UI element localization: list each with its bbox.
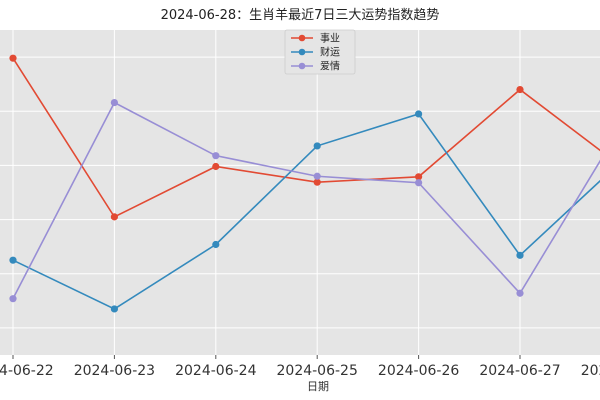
legend-marker [298, 48, 306, 56]
legend-label: 事业 [320, 32, 340, 45]
data-point [516, 85, 524, 94]
grid [0, 30, 600, 355]
legend-label: 爱情 [320, 60, 340, 73]
chart-title: 2024-06-28：生肖羊最近7日三大运势指数趋势 [161, 7, 440, 23]
data-point [516, 289, 524, 297]
data-point [9, 54, 17, 62]
x-tick-label: 2024-06-28 [581, 363, 600, 379]
data-point [212, 240, 220, 249]
x-tick-label: 2024-06-27 [479, 363, 560, 379]
data-point [9, 256, 17, 264]
x-tick-label: 2024-06-23 [74, 363, 155, 379]
plot-area [0, 30, 600, 355]
data-point [415, 179, 423, 187]
data-point [110, 305, 118, 313]
data-point [415, 110, 423, 118]
x-tick-label: 2024-06-24 [175, 363, 256, 379]
x-tick-label: 2024-06-22 [0, 363, 54, 379]
data-point [516, 251, 524, 259]
series-lines [9, 54, 600, 313]
data-point [212, 162, 220, 171]
data-point [313, 172, 321, 180]
data-point [313, 142, 321, 150]
x-tick-label: 2024-06-26 [378, 363, 459, 379]
data-point [415, 173, 423, 181]
x-tick-labels: 2024-06-22 2024-06-23 2024-06-24 2024-06-25… [0, 355, 600, 379]
data-point [110, 98, 118, 107]
data-point [313, 178, 321, 186]
data-point [110, 213, 118, 221]
x-tick-label: 2024-06-25 [277, 363, 358, 379]
legend-marker [298, 62, 306, 70]
legend-label: 财运 [320, 46, 340, 59]
data-point [9, 295, 17, 303]
legend-marker [298, 34, 306, 42]
x-axis-label: 日期 [307, 380, 329, 393]
data-point [212, 152, 220, 160]
